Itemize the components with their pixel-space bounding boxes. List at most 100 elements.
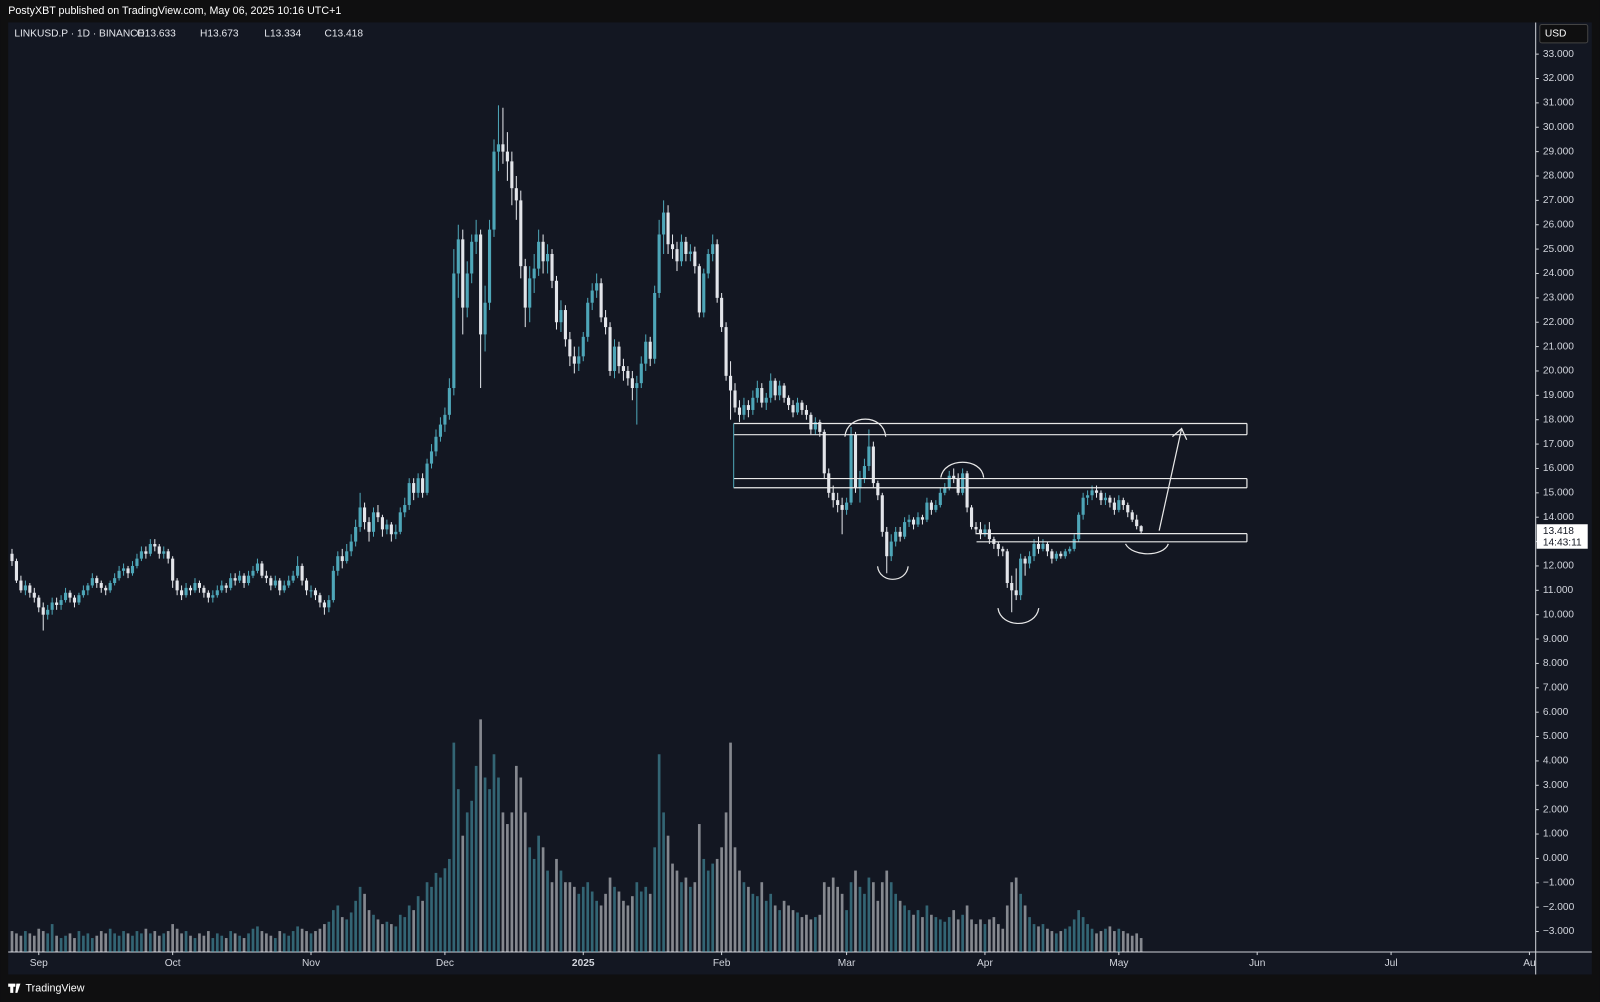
volume-bar xyxy=(519,777,523,953)
candle-body xyxy=(903,522,907,537)
candle-body xyxy=(871,446,875,484)
currency-box[interactable] xyxy=(1539,23,1589,44)
volume-bar xyxy=(988,919,991,953)
candle-body xyxy=(122,568,126,571)
top-arc xyxy=(940,461,985,478)
candle-body xyxy=(706,253,710,274)
volume-bar xyxy=(474,765,478,953)
volume-bar xyxy=(644,886,648,953)
candle-body xyxy=(130,565,135,574)
volume-bar xyxy=(260,931,264,953)
brand-logo xyxy=(8,983,21,993)
candle-body xyxy=(604,317,608,328)
volume-bar xyxy=(242,938,246,953)
volume-bar xyxy=(108,928,112,953)
volume-bar xyxy=(662,812,665,953)
volume-bar xyxy=(840,893,844,953)
volume-bar xyxy=(1032,924,1036,953)
volume-bar xyxy=(1068,926,1072,953)
volume-bar xyxy=(974,924,978,953)
volume-bar xyxy=(300,928,304,953)
candle-body xyxy=(483,302,487,335)
candle-body xyxy=(688,251,692,254)
volume-bar xyxy=(894,893,898,953)
volume-bar xyxy=(831,877,835,953)
volume-bar xyxy=(354,900,357,953)
volume-bar xyxy=(269,935,273,953)
volume-bar xyxy=(711,863,715,953)
volume-bar xyxy=(15,933,18,953)
volume-bar xyxy=(751,893,755,953)
volume-bar xyxy=(617,891,621,953)
candle-body xyxy=(202,587,206,593)
volume-bar xyxy=(715,858,719,953)
candle-body xyxy=(773,380,777,396)
candle-body xyxy=(72,597,77,603)
candle-body xyxy=(1099,492,1103,501)
candle-body xyxy=(885,531,889,557)
candle-body xyxy=(443,414,447,425)
candle-body xyxy=(577,356,581,364)
candle-body xyxy=(836,500,840,506)
volume-bar xyxy=(898,900,902,953)
candle-body xyxy=(255,563,260,571)
volume-bar xyxy=(760,882,764,953)
volume-bar xyxy=(131,935,134,953)
y-tick-label: 32.000 xyxy=(1543,73,1574,84)
volume-bar xyxy=(1104,928,1107,953)
candle-body xyxy=(818,422,822,432)
candle-body xyxy=(1081,497,1085,515)
volume-bar xyxy=(452,742,456,953)
volume-bar xyxy=(818,914,822,953)
volume-bar xyxy=(706,870,710,953)
candle-body xyxy=(113,578,117,584)
candle-body xyxy=(385,524,389,530)
volume-bar xyxy=(381,924,384,953)
candle-body xyxy=(1117,500,1121,510)
last-price-box xyxy=(1536,524,1588,549)
volume-bar xyxy=(1059,931,1063,953)
candle-body xyxy=(416,478,420,493)
volume-bar xyxy=(1126,933,1130,953)
candle-body xyxy=(853,434,858,488)
candle-body xyxy=(1112,502,1116,510)
volume-bar xyxy=(965,905,969,953)
brand-name: TradingView xyxy=(26,983,85,995)
volume-bar xyxy=(291,931,295,953)
volume-bar xyxy=(689,886,692,953)
candle-body xyxy=(581,336,585,357)
volume-bar xyxy=(537,835,540,953)
volume-bar xyxy=(439,877,442,953)
candle-body xyxy=(760,388,764,403)
candle-body xyxy=(1063,551,1067,557)
volume-bar xyxy=(943,921,947,953)
candle-body xyxy=(889,541,893,557)
y-tick-label: 10.000 xyxy=(1543,609,1574,620)
candle-body xyxy=(1005,551,1009,584)
candle-body xyxy=(180,590,184,596)
candle-body xyxy=(528,278,532,308)
candle-body xyxy=(728,375,733,391)
candle-body xyxy=(644,341,648,364)
volume-bar xyxy=(68,933,72,953)
volume-bar xyxy=(854,870,857,953)
volume-bar xyxy=(153,931,157,953)
candle-body xyxy=(77,595,81,603)
candle-body xyxy=(296,565,300,576)
volume-bar xyxy=(318,928,322,953)
y-tick-label: 33.000 xyxy=(1543,49,1574,60)
volume-bar xyxy=(755,896,759,953)
volume-bar xyxy=(193,938,197,953)
candle-body xyxy=(487,229,492,303)
x-tick-label: May xyxy=(1109,958,1129,969)
currency[interactable]: USD xyxy=(1545,28,1567,39)
y-tick-label: 14.000 xyxy=(1543,512,1574,523)
candle-body xyxy=(63,592,68,601)
legend: LINKUSD.P · 1D · BINANCE O13.633 H13.673… xyxy=(14,28,363,39)
candle-body xyxy=(702,273,706,313)
candle-body xyxy=(242,575,246,584)
y-tick-label: 6.000 xyxy=(1543,707,1569,718)
volume-bar xyxy=(907,910,911,953)
candle-body xyxy=(104,587,108,591)
